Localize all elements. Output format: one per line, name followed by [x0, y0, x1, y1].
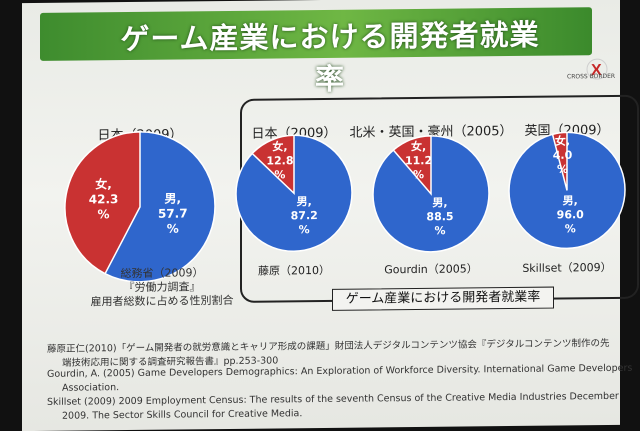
female-label-1: 女,: [555, 134, 570, 148]
male-label-1: 男,: [432, 196, 447, 209]
male-label-2: 96.0: [557, 208, 584, 221]
male-label-3: %: [167, 222, 179, 236]
pie-chart-4: 女,4.0% 男,96.0%: [508, 131, 626, 250]
female-label-1: 女,: [95, 176, 112, 191]
male-label-2: 87.2: [291, 209, 318, 222]
pie-chart-3: 女,11.2% 男,88.5%: [372, 135, 490, 253]
female-label-1: 女,: [411, 139, 426, 153]
male-label-1: 男,: [297, 195, 312, 208]
female-label-3: %: [98, 207, 110, 221]
pie-chart-2: 女,12.8% 男,87.2%: [235, 134, 353, 253]
male-label-3: %: [435, 224, 446, 237]
slide-title: ゲーム産業における開発者就業率: [120, 17, 540, 97]
male-label-1: 男,: [164, 192, 181, 206]
reference-line-1: 藤原正仁(2010)「ゲーム開発者の就労意識とキャリア形成の課題」財団法人デジタ…: [47, 337, 610, 355]
logo-x-icon: X: [586, 58, 608, 80]
pie-slice-female: [392, 135, 432, 196]
reference-line-4: Association.: [62, 382, 120, 394]
pie-slice-female: [251, 134, 295, 196]
female-label-3: %: [557, 163, 568, 176]
female-label-2: 42.3: [89, 192, 119, 206]
male-label-1: 男,: [563, 194, 578, 207]
reference-line-6: 2009. The Sector Skills Council for Crea…: [62, 408, 303, 422]
note-line-3: 雇用者総数に占める性別割合: [90, 293, 234, 309]
group-label: ゲーム産業における開発者就業率: [332, 286, 554, 311]
female-label-2: 4.0: [553, 149, 573, 162]
female-label-3: %: [274, 168, 285, 181]
pie-source-3: Gourdin（2005）: [384, 262, 478, 277]
cross-border-logo: X CROSS BORDER: [567, 57, 627, 90]
female-label-1: 女,: [272, 139, 287, 153]
pie-source-4: Skillset（2009）: [522, 260, 612, 275]
male-label-2: 57.7: [158, 206, 188, 220]
pie-chart-1: 女,42.3% 男,57.7%: [64, 131, 216, 283]
pie-charts: 日本（2009）女,42.3%男,57.7%日本（2009）藤原（2010）女,…: [22, 0, 626, 283]
pie-slice-female: [64, 131, 141, 275]
pie-slice-female: [551, 131, 568, 191]
male-label-3: %: [299, 223, 310, 236]
female-label-2: 11.2: [405, 154, 432, 167]
male-label-2: 88.5: [426, 210, 453, 223]
presentation-slide: ゲーム産業における開発者就業率 X CROSS BORDER ゲーム産業における…: [22, 0, 639, 431]
reference-line-5: Skillset (2009) 2009 Employment Census: …: [47, 390, 619, 408]
pie-source-2: 藤原（2010）: [258, 263, 330, 278]
title-bar: ゲーム産業における開発者就業率: [40, 7, 592, 96]
logo-mark: X: [591, 62, 602, 79]
female-label-3: %: [413, 168, 424, 181]
male-label-3: %: [565, 222, 576, 235]
female-label-2: 12.8: [266, 154, 293, 167]
logo-text: CROSS BORDER: [567, 72, 616, 81]
